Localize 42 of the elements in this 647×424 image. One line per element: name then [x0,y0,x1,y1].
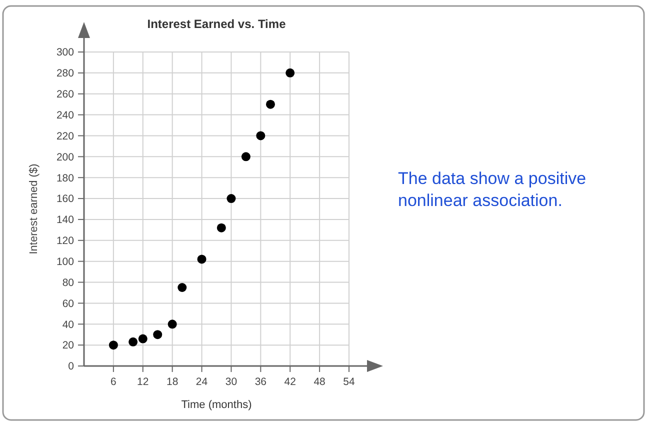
x-tick-label: 48 [314,376,326,388]
x-tick-label: 30 [225,376,238,388]
y-tick-label: 160 [56,193,74,206]
x-tick-label: 42 [284,376,296,388]
y-tick-label: 0 [68,360,74,373]
y-tick-label: 100 [56,256,74,268]
point [266,100,275,109]
point [128,337,138,346]
y-tick-label: 60 [62,298,74,310]
point [197,254,206,264]
x-axis-title: Time (months) [181,399,252,411]
y-tick-label: 120 [56,235,74,248]
point [153,330,162,340]
x-tick-label: 18 [166,376,178,388]
point [168,320,177,329]
x-tick-label: 24 [196,376,208,388]
y-tick-label: 260 [56,88,74,101]
y-axis-title: Interest earned ($) [28,164,40,254]
y-tick-label: 280 [56,68,74,80]
point [286,68,295,78]
chart-title: Interest Earned vs. Time [147,17,286,31]
point [178,283,187,292]
y-tick-label: 140 [56,214,74,226]
x-tick-label: 12 [137,376,149,388]
point [256,131,266,140]
x-tick-label: 36 [254,376,267,388]
y-tick-label: 220 [56,130,74,142]
point [138,334,148,344]
point [226,194,236,204]
text: The data show a positive nonlinear association. [398,169,586,210]
x-tick-label: 54 [343,376,355,388]
point [108,340,118,350]
y-tick-label: 40 [62,318,74,331]
y-tick-label: 180 [56,172,74,184]
y-tick-label: 20 [62,340,74,352]
point [241,152,250,162]
y-tick-label: 200 [56,151,74,164]
y-tick-label: 300 [56,46,74,59]
y-tick-label: 240 [56,109,74,122]
point [216,223,226,232]
y-tick-label: 80 [62,276,74,289]
x-tick-label: 6 [110,376,117,388]
